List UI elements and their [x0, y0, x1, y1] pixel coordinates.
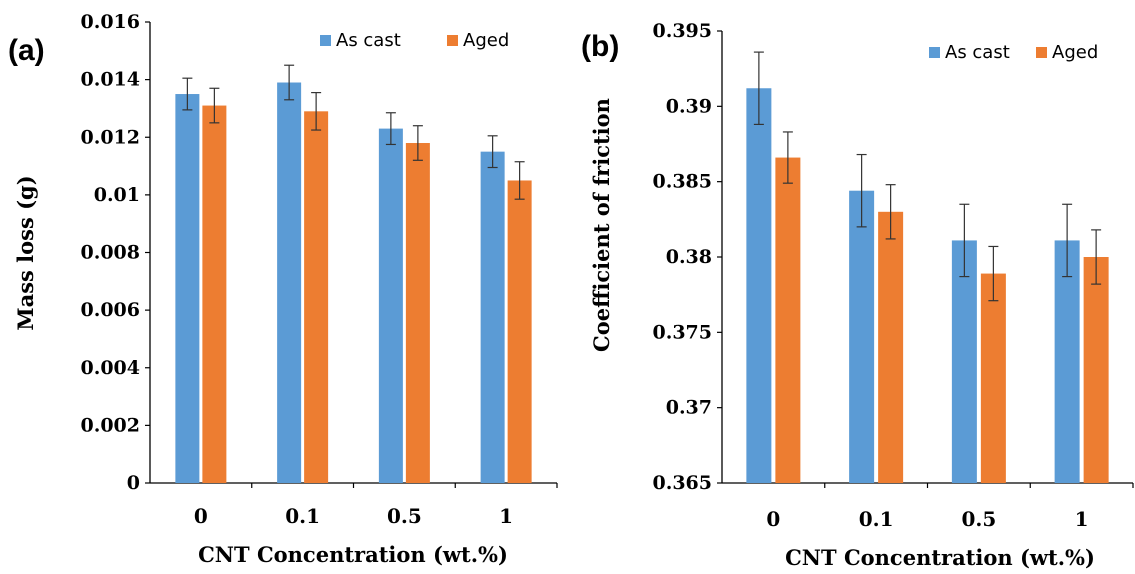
y-tick-label-b-5: 0.39	[666, 95, 712, 117]
y-axis-title-a: Mass loss (g)	[13, 175, 38, 330]
y-tick-label-a-7: 0.014	[81, 69, 141, 91]
chart-panel-a: (a) Mass loss (g) CNT Concentration (wt.…	[8, 11, 558, 567]
bar-a-as-cast-2	[378, 128, 403, 483]
y-tick-label-a-0: 0	[127, 472, 140, 494]
legend-label-b-1: Aged	[1052, 42, 1098, 63]
y-tick-label-b-4: 0.385	[653, 171, 713, 193]
y-tick-label-b-6: 0.395	[653, 20, 713, 42]
y-tick-label-b-2: 0.375	[653, 321, 713, 343]
y-tick-label-b-1: 0.37	[666, 397, 712, 419]
legend-swatch-a-1	[447, 35, 458, 46]
bar-b-as-cast-3	[1054, 240, 1080, 483]
bar-b-aged-2	[980, 273, 1006, 483]
bar-a-as-cast-0	[175, 94, 200, 483]
bar-a-aged-1	[304, 111, 329, 483]
plot-area-b: 0.365 0.37 0.375 0.38 0.385 0.39 0.395 0 0.1 0.5 1…	[653, 20, 1134, 531]
x-tick-label-a-0: 0	[194, 504, 208, 528]
panel-label-b: (b)	[581, 30, 619, 63]
y-tick-label-a-2: 0.004	[81, 357, 141, 379]
x-tick-label-a-3: 1	[499, 504, 513, 528]
chart-panel-b: (b) Coefficient of friction CNT Concentr…	[581, 20, 1134, 570]
bar-b-as-cast-1	[849, 190, 875, 483]
x-tick-label-a-2: 0.5	[387, 504, 422, 528]
y-tick-label-b-0: 0.365	[653, 472, 713, 494]
x-tick-label-b-3: 1	[1075, 507, 1089, 531]
x-axis-title-a: CNT Concentration (wt.%)	[198, 542, 508, 567]
legend-swatch-b-0	[929, 47, 940, 58]
x-tick-label-b-0: 0	[766, 507, 780, 531]
legend-label-b-0: As cast	[945, 42, 1010, 63]
y-tick-label-a-1: 0.002	[81, 414, 141, 436]
bar-a-as-cast-3	[480, 151, 505, 483]
legend-swatch-b-1	[1036, 47, 1047, 58]
y-axis-title-b: Coefficient of friction	[589, 98, 614, 352]
y-tick-label-b-3: 0.38	[666, 246, 712, 268]
bar-b-aged-0	[775, 157, 801, 483]
x-axis-title-b: CNT Concentration (wt.%)	[785, 545, 1095, 570]
legend-swatch-a-0	[320, 35, 331, 46]
bar-b-aged-1	[878, 211, 904, 484]
bar-a-as-cast-1	[277, 82, 302, 483]
bar-b-as-cast-0	[746, 88, 772, 484]
legend-label-a-1: Aged	[463, 30, 509, 51]
panel-label-a: (a)	[8, 34, 45, 67]
bar-a-aged-2	[405, 143, 430, 483]
bar-a-aged-3	[507, 180, 532, 483]
bar-b-as-cast-2	[951, 240, 977, 483]
x-tick-label-a-1: 0.1	[285, 504, 320, 528]
y-tick-label-a-5: 0.01	[94, 184, 140, 206]
x-tick-label-b-2: 0.5	[961, 507, 996, 531]
bar-a-aged-0	[202, 105, 227, 484]
y-tick-label-a-6: 0.012	[81, 126, 141, 148]
plot-area-a: 0 0.002 0.004 0.006 0.008 0.01 0.012 0.014 0.016…	[81, 11, 558, 528]
bar-b-aged-3	[1083, 257, 1109, 483]
legend-label-a-0: As cast	[336, 30, 401, 51]
y-tick-label-a-3: 0.006	[81, 299, 141, 321]
x-tick-label-b-1: 0.1	[859, 507, 894, 531]
y-tick-label-a-4: 0.008	[81, 242, 141, 264]
y-tick-label-a-8: 0.016	[81, 11, 141, 33]
